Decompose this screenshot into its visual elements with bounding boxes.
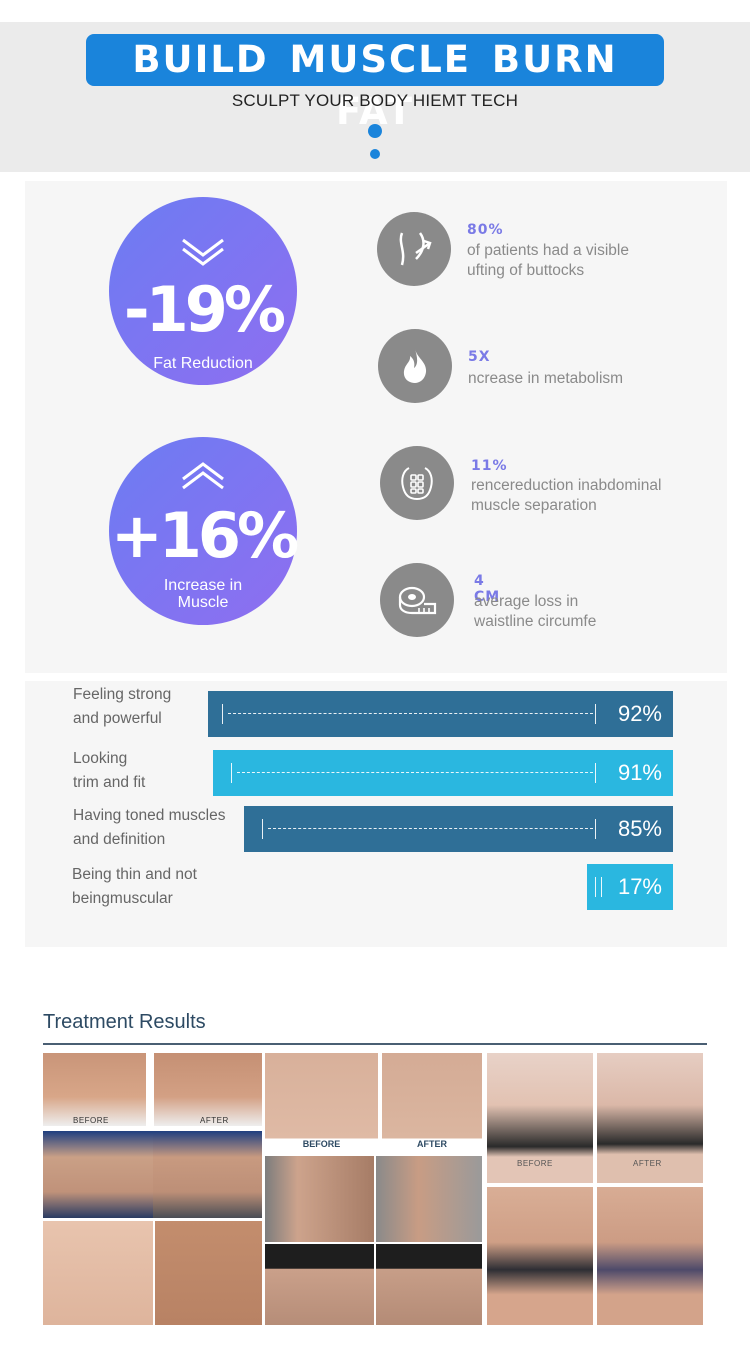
decorative-dot: [368, 124, 382, 138]
stats-panel: -19% Fat Reduction +16% Increase in Musc…: [25, 181, 727, 673]
survey-value: 92%: [617, 701, 662, 726]
survey-bar: 17%: [587, 864, 673, 910]
decorative-dot: [370, 149, 380, 159]
after-photo: AFTER: [382, 1053, 482, 1153]
flame-icon: [378, 329, 452, 403]
survey-value: 17%: [617, 874, 662, 899]
before-photo: BEFORE: [487, 1053, 593, 1183]
chevron-up-icon: [109, 461, 297, 496]
muscle-increase-label: Increase in Muscle: [163, 577, 243, 611]
after-photo: AFTER: [154, 1053, 262, 1126]
after-photo: [376, 1244, 482, 1325]
survey-label: Having toned muscles and definition: [73, 807, 226, 848]
muscle-increase-value: +16%: [110, 499, 299, 572]
before-photo: BEFORE: [43, 1053, 146, 1126]
stat-description: ncrease in metabolism: [468, 370, 624, 387]
stat-description: average loss in waistline circumfe: [474, 593, 597, 630]
survey-value: 85%: [617, 816, 662, 841]
stat-value: 4 CM: [474, 573, 501, 605]
survey-bar: 92%: [208, 691, 673, 737]
survey-label: Being thin and not beingmuscular: [72, 866, 197, 907]
muscle-increase-circle: +16% Increase in Muscle: [109, 437, 299, 625]
after-photo: [376, 1156, 482, 1242]
headline: BUILD MUSCLE BURN FAT: [86, 34, 664, 133]
before-photo: [43, 1221, 153, 1325]
survey-value: 91%: [617, 760, 662, 785]
fat-reduction-value: -19%: [123, 273, 286, 346]
after-photo: AFTER: [597, 1053, 703, 1183]
after-photo: [153, 1131, 262, 1218]
before-photo: [265, 1156, 374, 1242]
fat-reduction-label: Fat Reduction: [153, 355, 253, 372]
before-photo: [487, 1187, 593, 1325]
subheadline: SCULPT YOUR BODY HIEMT TECH: [231, 91, 519, 110]
results-title: Treatment Results: [43, 1011, 206, 1033]
after-photo: [155, 1221, 262, 1325]
survey-label: Looking trim and fit: [73, 750, 146, 791]
chevron-down-icon: [109, 237, 297, 272]
buttocks-lift-icon: [377, 212, 451, 286]
before-photo: [265, 1244, 374, 1325]
header-banner: BUILD MUSCLE BURN FAT SCULPT YOUR BODY H…: [0, 22, 750, 172]
stat-description: rencereduction inabdominal muscle separat…: [471, 477, 662, 514]
survey-bar: 91%: [213, 750, 673, 796]
divider: [43, 1043, 707, 1045]
before-photo: BEFORE: [265, 1053, 378, 1153]
before-photo: [43, 1131, 153, 1218]
stat-value: 11%: [471, 458, 508, 474]
tape-measure-icon: [380, 563, 454, 637]
abdomen-icon: [380, 446, 454, 520]
fat-reduction-circle: -19% Fat Reduction: [109, 197, 297, 385]
stat-value: 80%: [467, 222, 504, 238]
survey-label: Feeling strong and powerful: [73, 686, 172, 727]
after-photo: [597, 1187, 703, 1325]
stat-value: 5X: [468, 349, 491, 365]
survey-bar: 85%: [244, 806, 673, 852]
stat-description: of patients had a visible ufting of butto…: [467, 242, 629, 279]
survey-panel: Feeling strong and powerful 92% Looking tr…: [25, 681, 727, 947]
